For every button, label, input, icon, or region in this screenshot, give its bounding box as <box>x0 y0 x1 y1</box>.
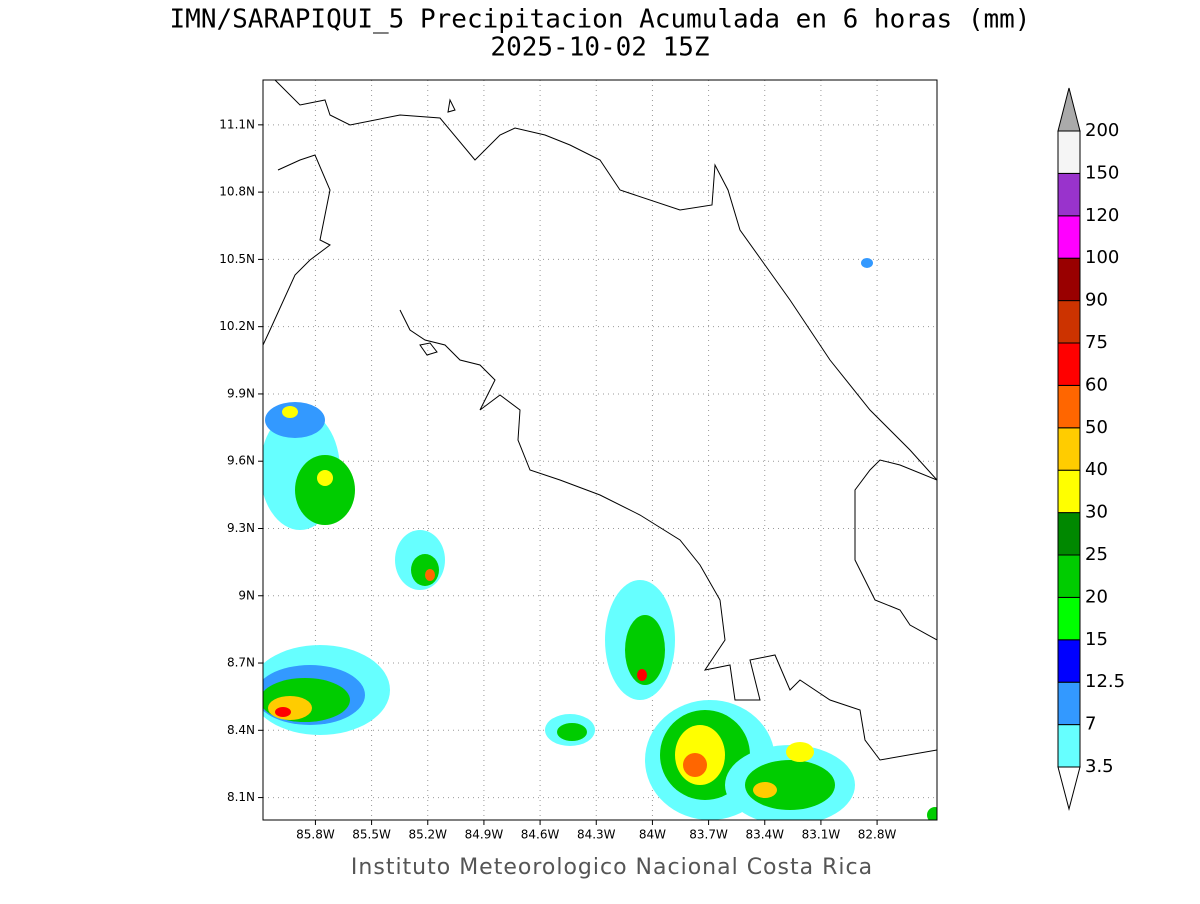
colorbar-label: 15 <box>1085 629 1108 650</box>
colorbar-label: 90 <box>1085 290 1108 311</box>
island <box>447 98 456 113</box>
coastline <box>854 459 937 641</box>
y-tick-label: 8.4N <box>227 723 255 737</box>
colorbar-label: 7 <box>1085 714 1096 735</box>
y-tick-label: 9N <box>238 588 255 602</box>
y-tick-label: 10.5N <box>219 252 255 266</box>
coastline <box>399 309 937 761</box>
x-tick-label: 84W <box>639 828 666 842</box>
y-tick-label: 10.2N <box>219 319 255 333</box>
colorbar-box <box>1057 512 1081 556</box>
precip-field <box>263 80 937 820</box>
x-tick-label: 85.5W <box>352 828 391 842</box>
footer: Instituto Meteorologico Nacional Costa R… <box>351 855 873 880</box>
colorbar-label: 30 <box>1085 502 1108 523</box>
colorbar-box <box>1057 469 1081 514</box>
colorbar-box <box>1057 596 1081 641</box>
map-title: IMN/SARAPIQUI_5 Precipitacion Acumulada … <box>170 5 1031 35</box>
colorbar-label: 20 <box>1085 586 1108 607</box>
colorbar-label: 25 <box>1085 544 1108 565</box>
y-tick-label: 9.6N <box>227 454 255 468</box>
colorbar-box <box>1057 130 1081 174</box>
colorbar-label: 120 <box>1085 205 1119 226</box>
colorbar-label: 50 <box>1085 417 1108 438</box>
y-tick-label: 10.8N <box>219 185 255 199</box>
y-tick-label: 8.7N <box>227 656 255 670</box>
x-tick-label: 84.3W <box>577 828 616 842</box>
colorbar-box <box>1057 257 1081 302</box>
colorbar-box <box>1057 427 1081 471</box>
colorbar-label: 100 <box>1085 247 1119 268</box>
colorbar-box <box>1057 300 1081 344</box>
rain-cells <box>263 258 937 820</box>
colorbar-box <box>1057 172 1081 217</box>
map-subtitle: 2025-10-02 15Z <box>490 33 709 63</box>
colorbar-box <box>1057 639 1081 683</box>
x-tick-label: 85.2W <box>408 828 447 842</box>
coastline <box>263 154 331 346</box>
colorbar-box <box>1057 215 1081 259</box>
x-tick-label: 83.7W <box>689 828 728 842</box>
colorbar-box <box>1057 554 1081 598</box>
colorbar-box <box>1057 681 1081 726</box>
colorbar-label: 200 <box>1085 120 1119 141</box>
x-tick-label: 82.8W <box>858 828 897 842</box>
map-frame <box>262 79 938 821</box>
x-tick-label: 83.1W <box>802 828 841 842</box>
colorbar-label: 3.5 <box>1085 756 1114 777</box>
colorbar-box <box>1057 384 1081 429</box>
colorbar-label: 150 <box>1085 162 1119 183</box>
colorbar-label: 12.5 <box>1085 671 1125 692</box>
coastline <box>274 80 937 481</box>
colorbar-label: 75 <box>1085 332 1108 353</box>
colorbar-box <box>1057 342 1081 386</box>
colorbar: 3.5 7 12.5 15 20 25 30 40 50 60 75 90 100 120 150 200 <box>1057 87 1125 811</box>
x-tick-label: 83.4W <box>745 828 784 842</box>
x-tick-label: 84.9W <box>465 828 504 842</box>
colorbar-box <box>1057 724 1081 768</box>
x-tick-label: 85.8W <box>296 828 335 842</box>
y-tick-label: 9.9N <box>227 386 255 400</box>
y-tick-label: 9.3N <box>227 521 255 535</box>
colorbar-label: 60 <box>1085 374 1108 395</box>
y-tick-label: 11.1N <box>219 117 255 131</box>
y-tick-label: 8.1N <box>227 790 255 804</box>
x-tick-label: 84.6W <box>521 828 560 842</box>
colorbar-label: 40 <box>1085 459 1108 480</box>
island <box>419 342 438 356</box>
colorbar-over <box>1057 87 1081 132</box>
colorbar-under <box>1057 766 1081 811</box>
